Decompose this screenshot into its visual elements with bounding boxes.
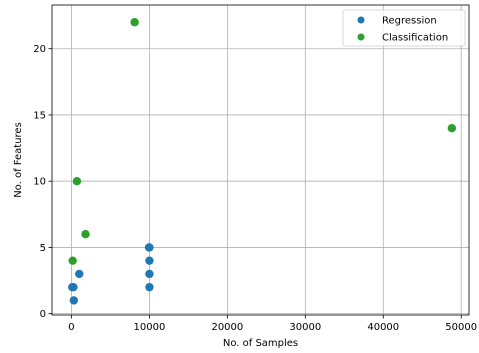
regression-point [69,296,79,305]
y-tick-label: 15 [33,110,46,121]
x-axis-label: No. of Samples [223,338,298,349]
data-points [68,18,457,305]
grid [52,5,469,315]
regression-point [145,243,154,252]
classification-point [68,256,77,265]
legend: Regression Classification [342,9,466,47]
regression-point [69,282,78,292]
x-tick-label: 20000 [211,322,243,333]
classification-point [130,18,139,27]
x-tick-label: 0 [68,322,74,333]
regression-point [145,269,154,279]
legend-label-regression: Regression [382,16,437,27]
legend-label-classification: Classification [382,33,448,44]
regression-point [75,269,84,279]
y-tick-label: 20 [33,44,46,55]
classification-point [72,176,82,186]
y-tick-label: 5 [40,243,46,254]
y-tick-label: 10 [33,177,46,188]
legend-box [342,9,466,47]
regression-point [145,256,154,265]
y-tick-label: 0 [40,309,46,320]
classification-point [81,229,90,239]
y-axis-label: No. of Features [13,122,24,198]
classification-point [447,124,457,133]
regression-point [145,282,154,292]
legend-marker-regression [357,16,365,24]
x-tick-label: 50000 [445,322,477,333]
axis-ticks: 0 10000 20000 30000 40000 50000 0 5 10 15 20 [33,44,477,333]
x-tick-label: 30000 [289,322,321,333]
plot-frame [51,4,470,316]
legend-marker-classification [357,33,365,41]
x-tick-label: 10000 [134,322,166,333]
x-tick-label: 40000 [367,322,399,333]
